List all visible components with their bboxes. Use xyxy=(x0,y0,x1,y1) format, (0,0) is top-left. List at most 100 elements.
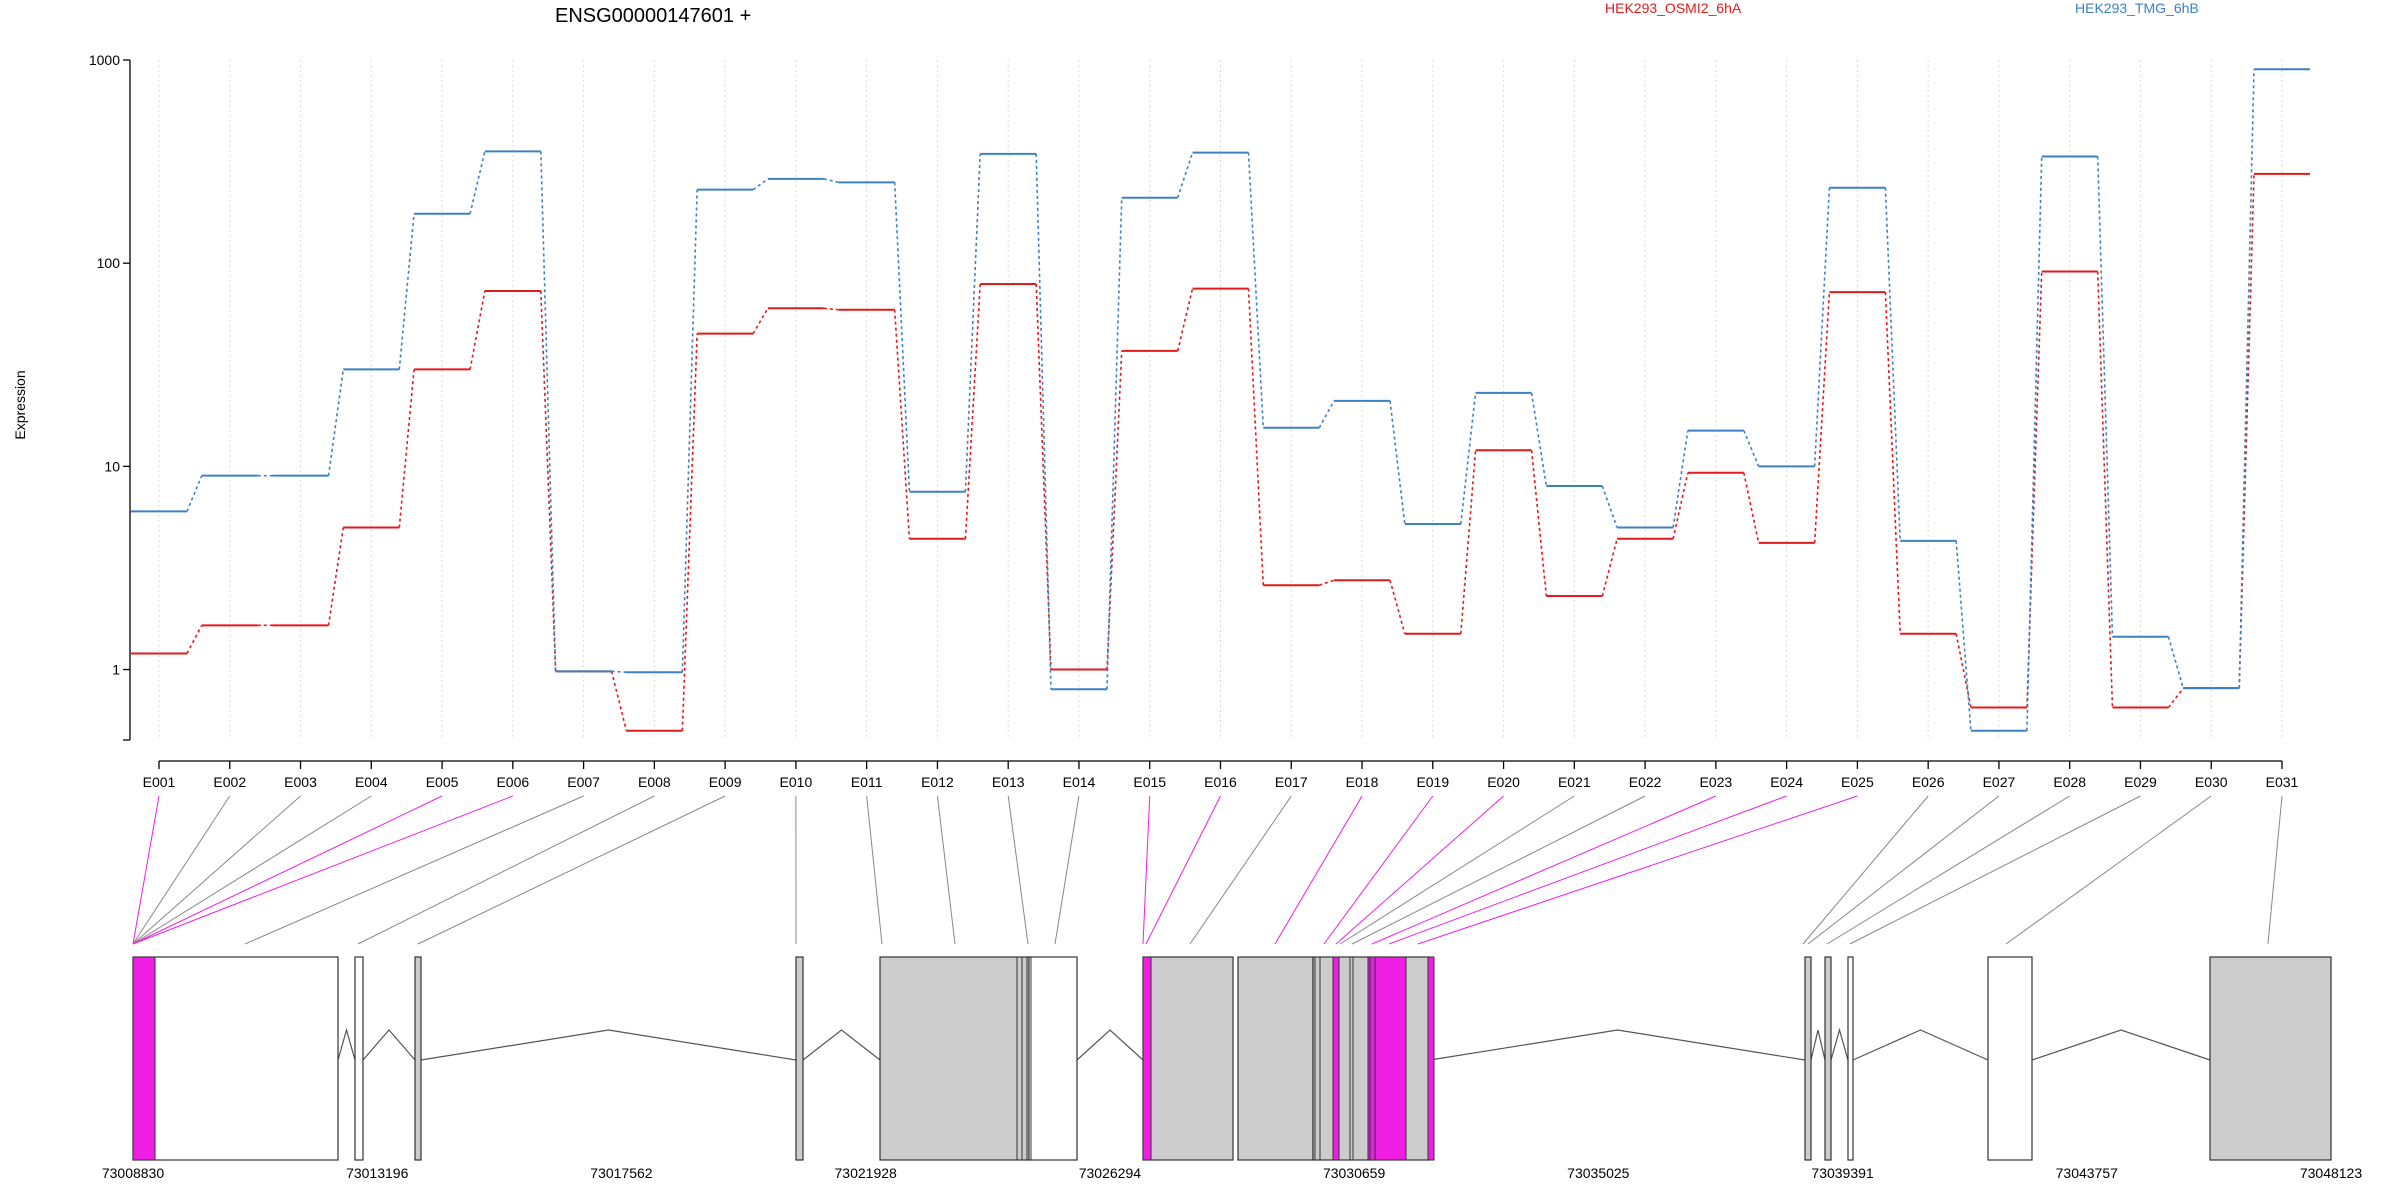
series-2-connector-9 xyxy=(752,178,769,191)
series-1-connector-4 xyxy=(398,369,415,528)
exon-block-13 xyxy=(1987,956,2033,1161)
x-tick-label-e020: E020 xyxy=(1487,774,1520,790)
exon-block-11 xyxy=(1824,956,1832,1161)
connector-e015 xyxy=(1142,795,1151,945)
x-tick-label-e022: E022 xyxy=(1629,774,1662,790)
series-2-connector-20 xyxy=(1530,392,1548,487)
genomic-tick-label-1: 73008830 xyxy=(102,1165,165,1181)
genomic-tick-label-10: 73048123 xyxy=(2300,1165,2363,1181)
series-1-connector-20 xyxy=(1530,450,1548,597)
series-2-connector-10 xyxy=(823,178,839,184)
highlighted-exon-band-4 xyxy=(1367,956,1407,1161)
x-tick-label-e017: E017 xyxy=(1275,774,1308,790)
y-axis-label: Expression xyxy=(12,370,28,439)
x-tick-label-e031: E031 xyxy=(2266,774,2299,790)
series-1-connector-10 xyxy=(823,307,839,311)
exon-block-12 xyxy=(1847,956,1854,1161)
series-1-connector-17 xyxy=(1319,579,1335,586)
connector-e004 xyxy=(132,795,372,945)
x-tick-label-e027: E027 xyxy=(1983,774,2016,790)
intron-5 xyxy=(1076,1029,1144,1061)
exon-block-7 xyxy=(1142,956,1234,1161)
connector-e008 xyxy=(357,795,655,945)
x-tick-label-e026: E026 xyxy=(1912,774,1945,790)
x-tick-label-e023: E023 xyxy=(1700,774,1733,790)
connector-e014 xyxy=(1054,795,1080,945)
highlighted-exon-band-2 xyxy=(1142,956,1152,1161)
genomic-tick-label-3: 73017562 xyxy=(590,1165,653,1181)
highlighted-exon-band-5 xyxy=(1427,956,1435,1161)
x-tick-label-e014: E014 xyxy=(1063,774,1096,790)
x-tick-label-e012: E012 xyxy=(921,774,954,790)
series-1-connector-12 xyxy=(964,283,981,539)
genomic-tick-label-2: 73013196 xyxy=(346,1165,409,1181)
series-2-connector-17 xyxy=(1318,400,1335,429)
exon-block-3 xyxy=(414,956,422,1161)
series-2-connector-3 xyxy=(327,369,345,476)
series-1-connector-18 xyxy=(1389,580,1406,634)
legend-series-a: HEK293_OSMI2_6hA xyxy=(1605,0,1742,16)
connector-e005 xyxy=(132,795,443,945)
y-tick-label-10: 10 xyxy=(104,458,120,474)
exon-boundary-5 xyxy=(1349,956,1354,1161)
series-2-connector-21 xyxy=(1601,485,1618,528)
connector-e028 xyxy=(1826,795,2070,945)
x-tick-label-e016: E016 xyxy=(1204,774,1237,790)
series-2-connector-24 xyxy=(1813,187,1831,467)
intron-2 xyxy=(362,1029,416,1061)
genomic-tick-label-6: 73030659 xyxy=(1323,1165,1386,1181)
series-1-connector-26 xyxy=(1955,633,1972,708)
genomic-tick-label-5: 73026294 xyxy=(1079,1165,1142,1181)
connector-e007 xyxy=(244,795,584,945)
series-2-connector-25 xyxy=(1884,187,1901,541)
intron-6 xyxy=(1429,1029,1806,1061)
series-2-connector-12 xyxy=(964,153,981,492)
gene-model xyxy=(132,956,2332,1161)
series-2-connector-28 xyxy=(2096,156,2114,637)
exon-block-6 xyxy=(1028,956,1078,1161)
series-2-connector-18 xyxy=(1389,400,1406,525)
connector-e022 xyxy=(1351,795,1646,945)
series-1-connector-16 xyxy=(1247,288,1265,586)
x-tick-label-e019: E019 xyxy=(1416,774,1449,790)
series-1-connector-5 xyxy=(469,290,486,370)
series-2-connector-16 xyxy=(1247,152,1265,428)
series-1-connector-22 xyxy=(1672,472,1689,539)
connector-e020 xyxy=(1335,795,1504,945)
axes: 1 10 100 1000 E001 E002 E003 E004 E005 E006 E007 E0… xyxy=(89,52,2299,790)
chart-title: ENSG00000147601 + xyxy=(555,5,751,27)
series-2-connector-5 xyxy=(469,151,486,214)
series-1-connector-9 xyxy=(752,307,769,335)
intron-8 xyxy=(1830,1027,1849,1061)
intron-10 xyxy=(2031,1029,2211,1061)
connector-e016 xyxy=(1145,795,1221,945)
series-1-connector-25 xyxy=(1884,292,1901,634)
series-2-connector-11 xyxy=(893,182,911,492)
exon-boundary-3 xyxy=(1314,956,1321,1161)
intron-7 xyxy=(1810,1029,1826,1061)
x-tick-label-e021: E021 xyxy=(1558,774,1591,790)
series-lines xyxy=(131,68,2310,732)
x-tick-label-e030: E030 xyxy=(2195,774,2228,790)
x-tick-label-e024: E024 xyxy=(1770,774,1803,790)
x-tick-label-e004: E004 xyxy=(355,774,388,790)
genomic-tick-label-8: 73039391 xyxy=(1811,1165,1874,1181)
connector-e023 xyxy=(1371,795,1717,945)
series-2-connector-22 xyxy=(1672,430,1689,528)
x-tick-label-e008: E008 xyxy=(638,774,671,790)
x-tick-label-e001: E001 xyxy=(143,774,176,790)
x-tick-label-e015: E015 xyxy=(1133,774,1166,790)
series-2-connector-4 xyxy=(398,213,415,370)
connector-e025 xyxy=(1417,795,1858,945)
series-2-connector-7 xyxy=(611,670,627,674)
y-tick-label-1000: 1000 xyxy=(89,52,120,68)
series-2-connector-23 xyxy=(1743,430,1760,467)
genomic-axis: 73008830 73013196 73017562 73021928 73026294… xyxy=(102,1165,2363,1181)
connector-e006 xyxy=(132,795,514,945)
connector-e002 xyxy=(132,795,231,945)
series-1-connector-3 xyxy=(327,527,345,626)
exon-block-4 xyxy=(795,956,804,1161)
x-tick-label-e002: E002 xyxy=(213,774,246,790)
y-tick-label-1: 1 xyxy=(112,662,120,678)
series-2-connector-19 xyxy=(1460,392,1477,525)
